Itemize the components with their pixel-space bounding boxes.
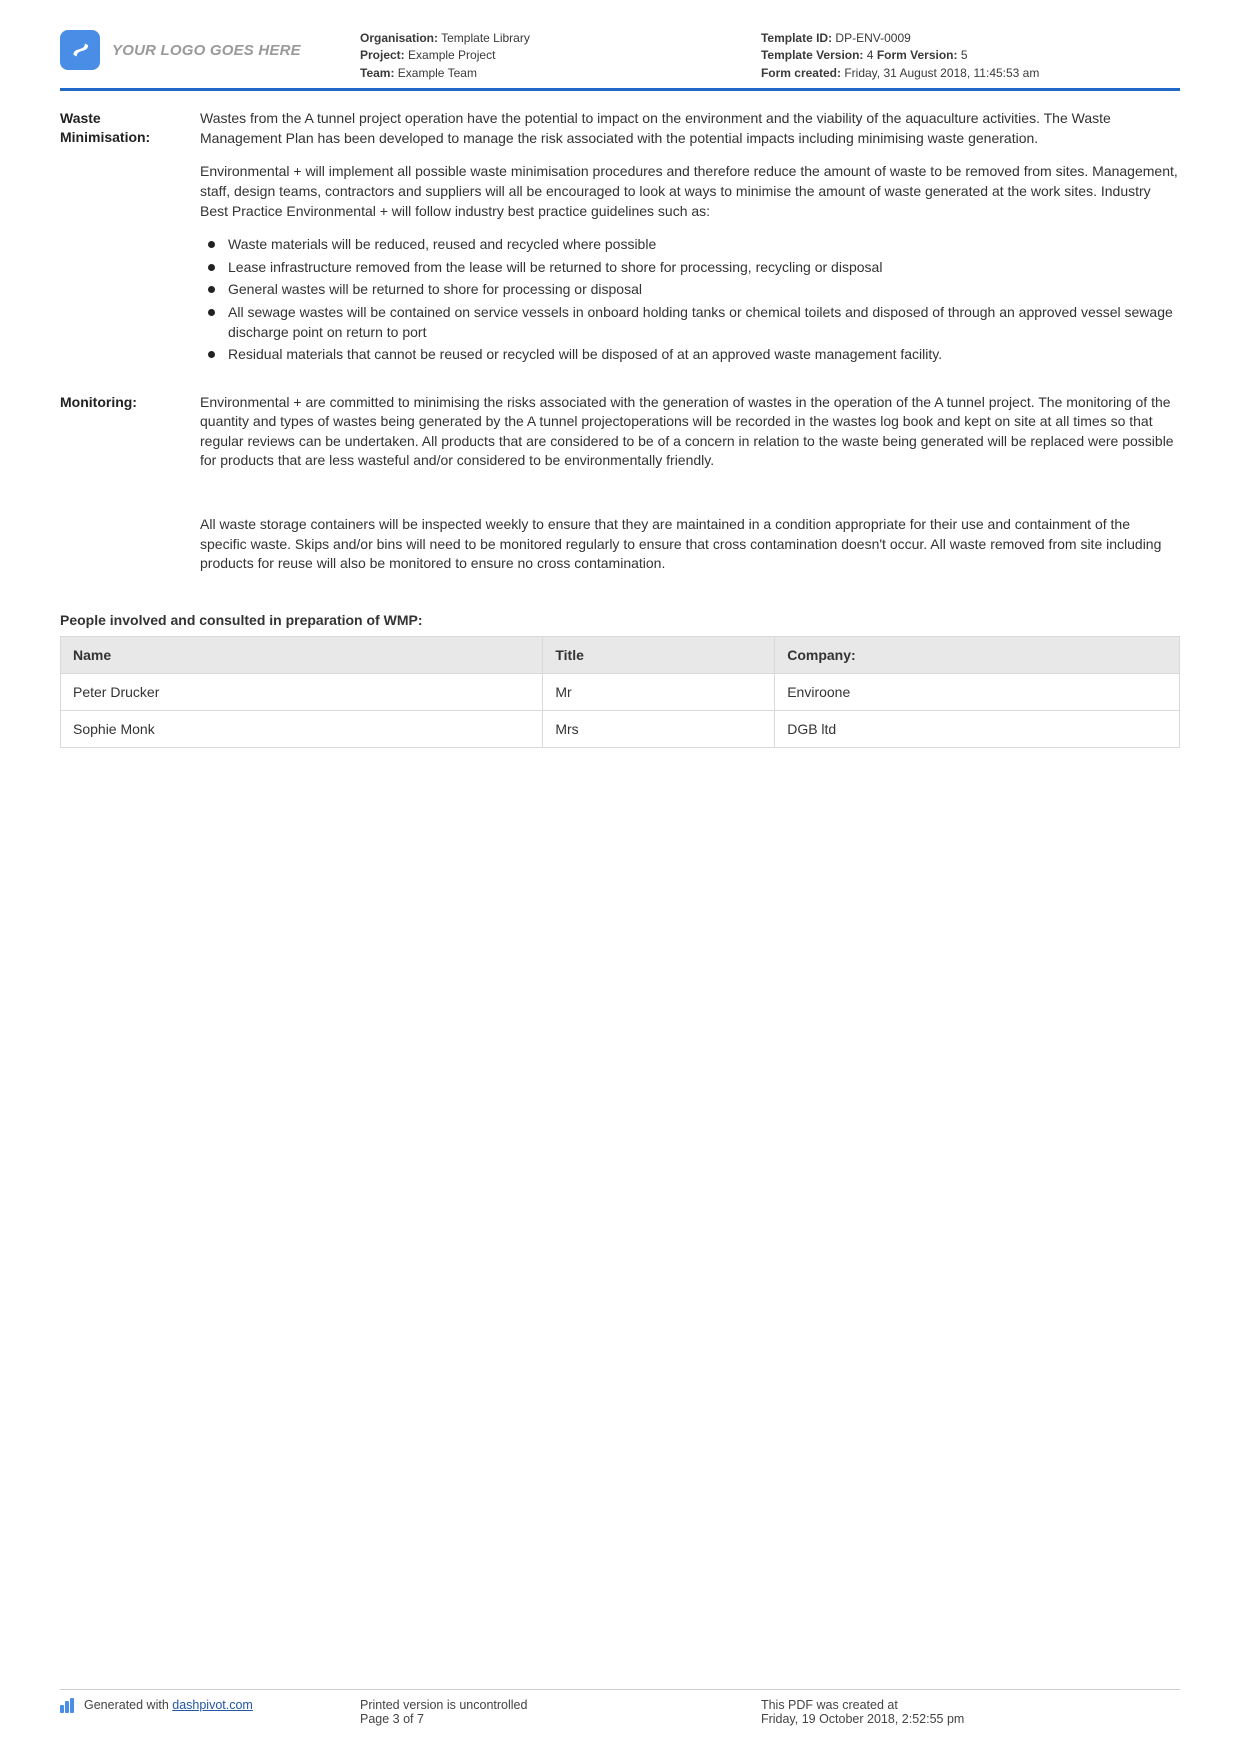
- team-value: Example Team: [398, 66, 477, 80]
- org-label: Organisation:: [360, 31, 438, 45]
- list-item: General wastes will be returned to shore…: [228, 280, 1180, 300]
- team-label: Team:: [360, 66, 394, 80]
- monitoring-paragraph-1: Environmental + are committed to minimis…: [200, 393, 1180, 471]
- list-item: Residual materials that cannot be reused…: [228, 345, 1180, 365]
- template-id-label: Template ID:: [761, 31, 832, 45]
- template-id-value: DP-ENV-0009: [835, 31, 910, 45]
- logo-placeholder-text: YOUR LOGO GOES HERE: [112, 42, 301, 59]
- cell-name: Sophie Monk: [61, 710, 543, 747]
- monitoring-paragraph-2: All waste storage containers will be ins…: [200, 515, 1180, 574]
- content-area: Waste Minimisation: Wastes from the A tu…: [60, 109, 1180, 748]
- form-created-label: Form created:: [761, 66, 841, 80]
- waste-minimisation-section: Waste Minimisation: Wastes from the A tu…: [60, 109, 1180, 375]
- col-name: Name: [61, 636, 543, 673]
- project-value: Example Project: [408, 48, 495, 62]
- waste-paragraph-1: Wastes from the A tunnel project operati…: [200, 109, 1180, 148]
- waste-bullet-list: Waste materials will be reduced, reused …: [200, 235, 1180, 365]
- template-version-label: Template Version:: [761, 48, 863, 62]
- footer-uncontrolled: Printed version is uncontrolled: [360, 1698, 741, 1712]
- footer-page-number: Page 3 of 7: [360, 1712, 741, 1726]
- col-company: Company:: [775, 636, 1180, 673]
- waste-label: Waste Minimisation:: [60, 109, 200, 375]
- footer-created-date: Friday, 19 October 2018, 2:52:55 pm: [761, 1712, 1180, 1726]
- footer-mid: Printed version is uncontrolled Page 3 o…: [360, 1698, 741, 1726]
- list-item: All sewage wastes will be contained on s…: [228, 303, 1180, 342]
- monitoring-section: Monitoring: Environmental + are committe…: [60, 393, 1180, 588]
- footer-left: Generated with dashpivot.com: [60, 1698, 340, 1726]
- footer-created-label: This PDF was created at: [761, 1698, 1180, 1712]
- form-version-value: 5: [961, 48, 968, 62]
- logo-block: YOUR LOGO GOES HERE: [60, 30, 340, 70]
- table-row: Sophie Monk Mrs DGB ltd: [61, 710, 1180, 747]
- table-row: Peter Drucker Mr Enviroone: [61, 673, 1180, 710]
- monitoring-body: Environmental + are committed to minimis…: [200, 393, 1180, 588]
- generated-prefix: Generated with: [84, 1698, 172, 1712]
- template-version-value: 4: [867, 48, 874, 62]
- footer-right: This PDF was created at Friday, 19 Octob…: [761, 1698, 1180, 1726]
- people-section-title: People involved and consulted in prepara…: [60, 612, 1180, 628]
- cell-name: Peter Drucker: [61, 673, 543, 710]
- org-value: Template Library: [438, 31, 530, 45]
- form-created-value: Friday, 31 August 2018, 11:45:53 am: [844, 66, 1039, 80]
- cell-title: Mrs: [543, 710, 775, 747]
- list-item: Lease infrastructure removed from the le…: [228, 258, 1180, 278]
- waste-body: Wastes from the A tunnel project operati…: [200, 109, 1180, 375]
- page-footer: Generated with dashpivot.com Printed ver…: [60, 1689, 1180, 1726]
- form-version-label: Form Version:: [877, 48, 958, 62]
- logo-icon: [60, 30, 100, 70]
- people-table: Name Title Company: Peter Drucker Mr Env…: [60, 636, 1180, 748]
- waste-paragraph-2: Environmental + will implement all possi…: [200, 162, 1180, 221]
- col-title: Title: [543, 636, 775, 673]
- page-header: YOUR LOGO GOES HERE Organisation: Templa…: [60, 30, 1180, 91]
- cell-title: Mr: [543, 673, 775, 710]
- project-label: Project:: [360, 48, 405, 62]
- dashpivot-icon: [60, 1698, 76, 1714]
- dashpivot-link[interactable]: dashpivot.com: [172, 1698, 253, 1712]
- list-item: Waste materials will be reduced, reused …: [228, 235, 1180, 255]
- header-meta-left: Organisation: Template Library Project: …: [360, 30, 741, 82]
- cell-company: DGB ltd: [775, 710, 1180, 747]
- monitoring-label: Monitoring:: [60, 393, 200, 588]
- header-meta-right: Template ID: DP-ENV-0009 Template Versio…: [761, 30, 1180, 82]
- cell-company: Enviroone: [775, 673, 1180, 710]
- table-header-row: Name Title Company:: [61, 636, 1180, 673]
